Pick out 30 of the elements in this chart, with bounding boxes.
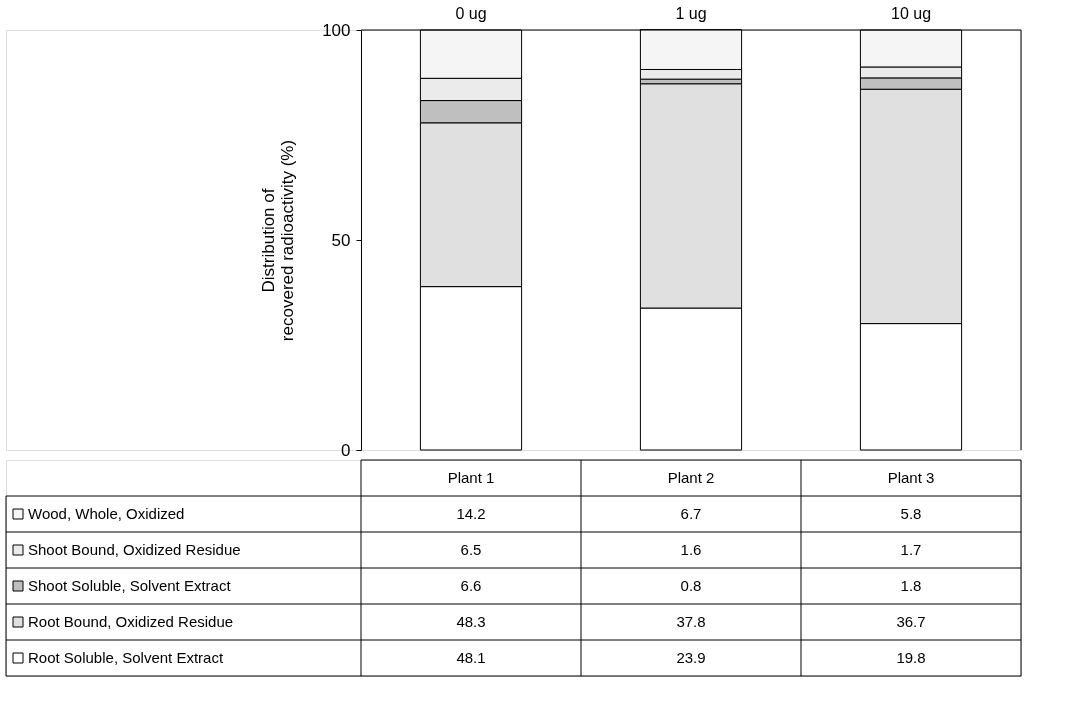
data-label: 6.5: [460, 541, 482, 558]
x-tick-label: 1 ug: [675, 5, 707, 22]
data-label: 48.3: [456, 613, 486, 630]
x-tick-label: 10 ug: [890, 5, 932, 22]
data-label: 14.2: [456, 505, 486, 522]
data-label: 6.7: [680, 505, 702, 522]
data-label: 23.9: [676, 649, 706, 666]
y-tick-label: 50: [331, 230, 351, 250]
legend-label: Wood, Whole, Oxidized: [28, 505, 185, 522]
x-tick-label: 0 ug: [455, 5, 487, 22]
legend-label: Shoot Soluble, Solvent Extract: [28, 577, 232, 594]
data-label: 1.8: [900, 577, 922, 594]
category-label: Plant 3: [887, 469, 935, 486]
category-label: Plant 1: [447, 469, 495, 486]
data-label: 6.6: [460, 577, 482, 594]
data-label: 37.8: [676, 613, 706, 630]
legend-label: Root Soluble, Solvent Extract: [28, 649, 224, 666]
data-label: 19.8: [896, 649, 926, 666]
category-label: Plant 2: [667, 469, 715, 486]
legend-label: Shoot Bound, Oxidized Residue: [28, 541, 241, 558]
data-label: 1.7: [900, 541, 922, 558]
data-label: 48.1: [456, 649, 486, 666]
y-tick-label: 100: [322, 20, 351, 40]
data-label: 1.6: [680, 541, 702, 558]
y-axis-title: Distribution of recovered radioactivity (%): [259, 139, 298, 342]
data-label: 0.8: [680, 577, 702, 594]
legend-label: Root Bound, Oxidized Residue: [28, 613, 234, 630]
data-label: 5.8: [900, 505, 922, 522]
y-tick-label: 0: [341, 440, 351, 460]
data-label: 36.7: [896, 613, 926, 630]
